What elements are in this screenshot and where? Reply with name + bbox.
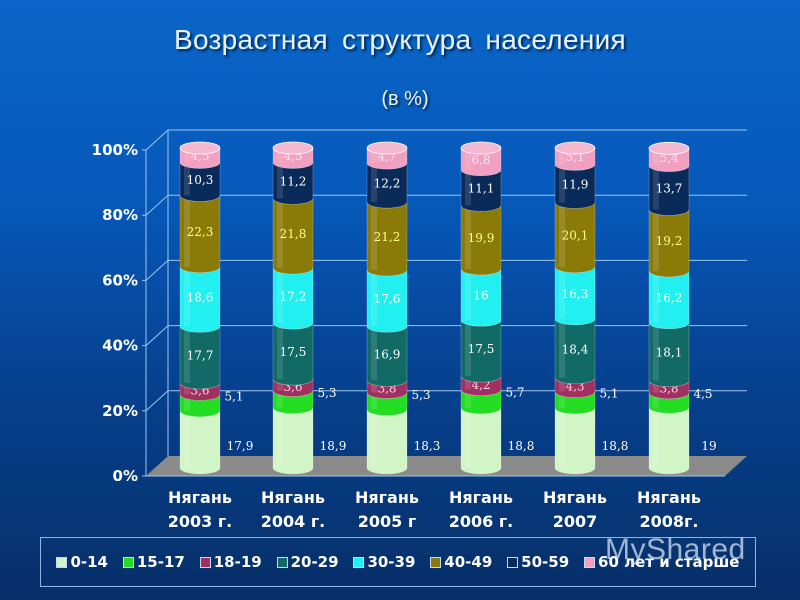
bar-value-label: 17,5 (468, 342, 495, 356)
bar-value-label: 17,7 (187, 349, 214, 363)
bar-value-label: 18,8 (508, 439, 535, 453)
legend-swatch-icon (276, 556, 288, 568)
x-axis-label: Нягань (543, 488, 607, 507)
bar-value-label: 20,1 (562, 229, 589, 243)
bar-value-label: 13,7 (656, 182, 683, 196)
x-axis-label: 2005 г (358, 512, 416, 531)
legend-label: 15-17 (136, 553, 185, 571)
legend-swatch-icon (353, 556, 365, 568)
bar-value-label: 5,1 (599, 387, 618, 401)
bar-value-label: 18,6 (187, 290, 214, 304)
x-axis-label: Нягань (168, 488, 232, 507)
legend-item-60plus: 60 лет и старше (584, 553, 739, 571)
legend-swatch-icon (122, 556, 134, 568)
x-axis-label: 2004 г. (261, 512, 326, 531)
x-axis-label: 2007 (553, 512, 598, 531)
bar-value-label: 18,8 (602, 439, 629, 453)
bar-value-label: 17,5 (280, 345, 307, 359)
bar-value-label: 12,2 (374, 177, 401, 191)
bar-value-label: 5,1 (224, 390, 243, 404)
chart-title: Возрастная структура населения (174, 24, 626, 55)
bar-value-label: 21,8 (280, 227, 307, 241)
legend-item-50-59: 50-59 (507, 553, 569, 571)
y-tick-label: 40% (102, 337, 138, 355)
y-tick-label: 80% (102, 206, 138, 224)
chart-legend: 0-14 15-17 18-19 20-29 30-39 40-49 50-59 60 лет… (40, 537, 756, 587)
x-axis-label: Нягань (449, 488, 513, 507)
bar-value-label: 18,9 (320, 439, 347, 453)
legend-item-18-19: 18-19 (199, 553, 262, 571)
x-axis-label: Нягань (637, 488, 701, 507)
bar-value-label: 6,8 (471, 153, 490, 167)
bar-2008: 194,53,818,116,219,213,75,4 (648, 141, 717, 475)
y-tick-label: 100% (92, 141, 138, 159)
bar-value-label: 18,1 (656, 346, 683, 360)
legend-item-30-39: 30-39 (353, 553, 415, 571)
y-tick-label: 20% (102, 402, 138, 420)
bar-value-label: 5,3 (317, 386, 336, 400)
x-axis-label: Нягань (355, 488, 419, 507)
bar-2004: 18,95,33,617,517,221,811,24,5 (272, 141, 347, 475)
legend-label: 20-29 (290, 553, 339, 571)
legend-swatch-icon (199, 556, 211, 568)
bar-value-label: 5,7 (505, 386, 524, 400)
legend-swatch-icon (507, 556, 519, 568)
x-axis-label: 2003 г. (168, 512, 233, 531)
x-axis-label: 2006 г. (449, 512, 514, 531)
bar-value-label: 19 (701, 439, 716, 453)
bar-2005: 18,35,33,816,917,621,212,24,7 (366, 141, 441, 475)
legend-item-15-17: 15-17 (122, 553, 185, 571)
bar-value-label: 22,3 (187, 225, 214, 239)
bar-2007: 18,85,14,318,416,320,111,95,1 (554, 141, 629, 475)
bar-value-label: 5,3 (411, 388, 430, 402)
legend-label: 0-14 (70, 553, 108, 571)
bar-value-label: 19,9 (468, 231, 495, 245)
legend-swatch-icon (430, 556, 442, 568)
bar-value-label: 16,3 (562, 287, 589, 301)
bar-2003: 17,95,13,617,718,622,310,34,5 (179, 141, 254, 475)
legend-swatch-icon (584, 556, 596, 568)
bar-value-label: 16,2 (656, 291, 683, 305)
legend-label: 30-39 (367, 553, 416, 571)
bar-value-label: 19,2 (656, 234, 683, 248)
chart-bars: 17,95,13,617,718,622,310,34,518,95,33,61… (179, 141, 717, 475)
legend-item-0-14: 0-14 (56, 553, 108, 571)
bar-value-label: 16 (473, 289, 488, 303)
bar-value-label: 21,2 (374, 230, 401, 244)
bar-value-label: 17,9 (227, 439, 254, 453)
y-tick-label: 0% (113, 467, 138, 485)
bar-value-label: 17,6 (374, 292, 401, 306)
bar-value-label: 11,1 (468, 182, 495, 196)
bar-value-label: 17,2 (280, 290, 307, 304)
chart-subtitle: (в %) (381, 88, 429, 110)
legend-item-40-49: 40-49 (430, 553, 492, 571)
chart-axes: 0% 20% 40% 60% 80% 100% Нягань 2003 г. Нягань 200… (92, 141, 725, 531)
bar-value-label: 4,5 (693, 387, 712, 401)
bar-value-label: 10,3 (187, 173, 214, 187)
bar-value-label: 16,9 (374, 347, 401, 361)
watermark: MyShared (605, 533, 746, 566)
bar-value-label: 18,3 (414, 439, 441, 453)
x-axis-label: Нягань (261, 488, 325, 507)
legend-label: 40-49 (444, 553, 493, 571)
y-tick-label: 60% (102, 271, 138, 289)
legend-label: 18-19 (213, 553, 262, 571)
x-axis-label: 2008г. (640, 512, 699, 531)
legend-swatch-icon (56, 556, 68, 568)
legend-label: 50-59 (521, 553, 570, 571)
legend-label: 60 лет и старше (598, 553, 740, 571)
legend-item-20-29: 20-29 (276, 553, 339, 571)
bar-value-label: 11,9 (562, 177, 589, 191)
bar-value-label: 18,4 (562, 342, 589, 356)
bar-value-label: 11,2 (280, 174, 307, 188)
